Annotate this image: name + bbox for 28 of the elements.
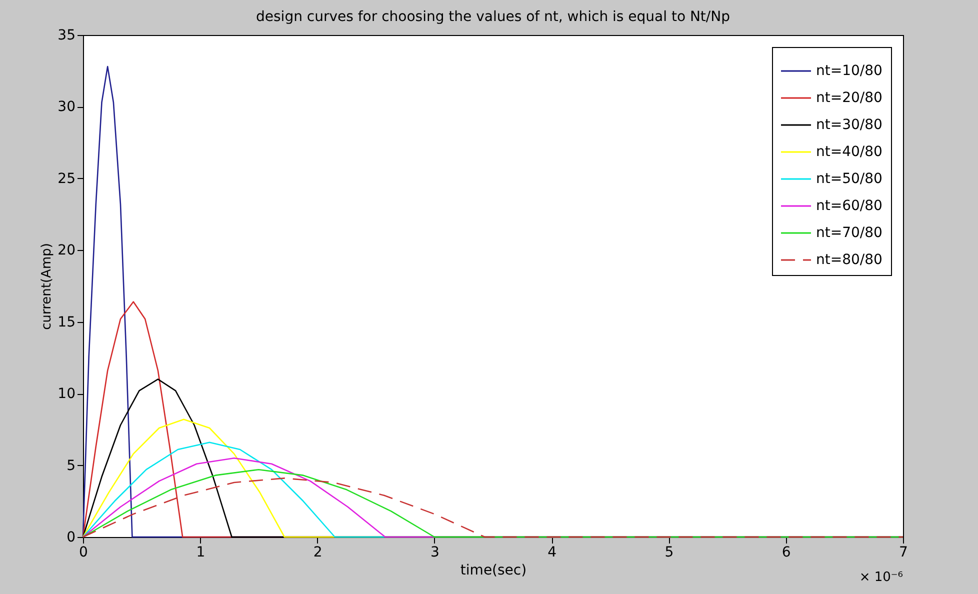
- y-tick-label: 20: [58, 242, 76, 259]
- y-axis-title: current(Amp): [40, 243, 55, 330]
- x-tick-label: 5: [664, 544, 674, 560]
- legend-label: nt=30/80: [816, 117, 882, 133]
- x-tick-label: 0: [79, 544, 88, 560]
- x-tick-label: 7: [899, 544, 908, 560]
- legend-label: nt=40/80: [816, 144, 882, 160]
- y-tick-label: 35: [58, 28, 76, 44]
- legend-label: nt=80/80: [816, 252, 882, 268]
- x-tick-label: 2: [313, 544, 322, 560]
- chart-title: design curves for choosing the values of nt, which is equal to Nt/Np: [256, 9, 730, 25]
- x-tick-label: 4: [548, 544, 557, 560]
- x-tick-label: 3: [430, 544, 440, 560]
- legend-label: nt=10/80: [816, 63, 882, 79]
- y-tick-label: 25: [58, 170, 76, 187]
- y-tick-label: 0: [66, 530, 76, 546]
- legend-label: nt=50/80: [816, 171, 882, 187]
- y-tick-label: 30: [58, 99, 76, 116]
- y-tick-label: 15: [58, 314, 76, 330]
- legend-label: nt=70/80: [816, 225, 882, 241]
- legend-label: nt=60/80: [816, 198, 882, 214]
- x-tick-label: 1: [196, 544, 206, 560]
- text: × 10⁻⁶: [859, 570, 903, 585]
- x-axis-title: time(sec): [460, 562, 527, 578]
- y-tick-label: 10: [58, 386, 76, 402]
- y-tick-label: 5: [66, 458, 76, 474]
- legend-label: nt=20/80: [816, 90, 882, 106]
- x-tick-label: 6: [782, 544, 791, 560]
